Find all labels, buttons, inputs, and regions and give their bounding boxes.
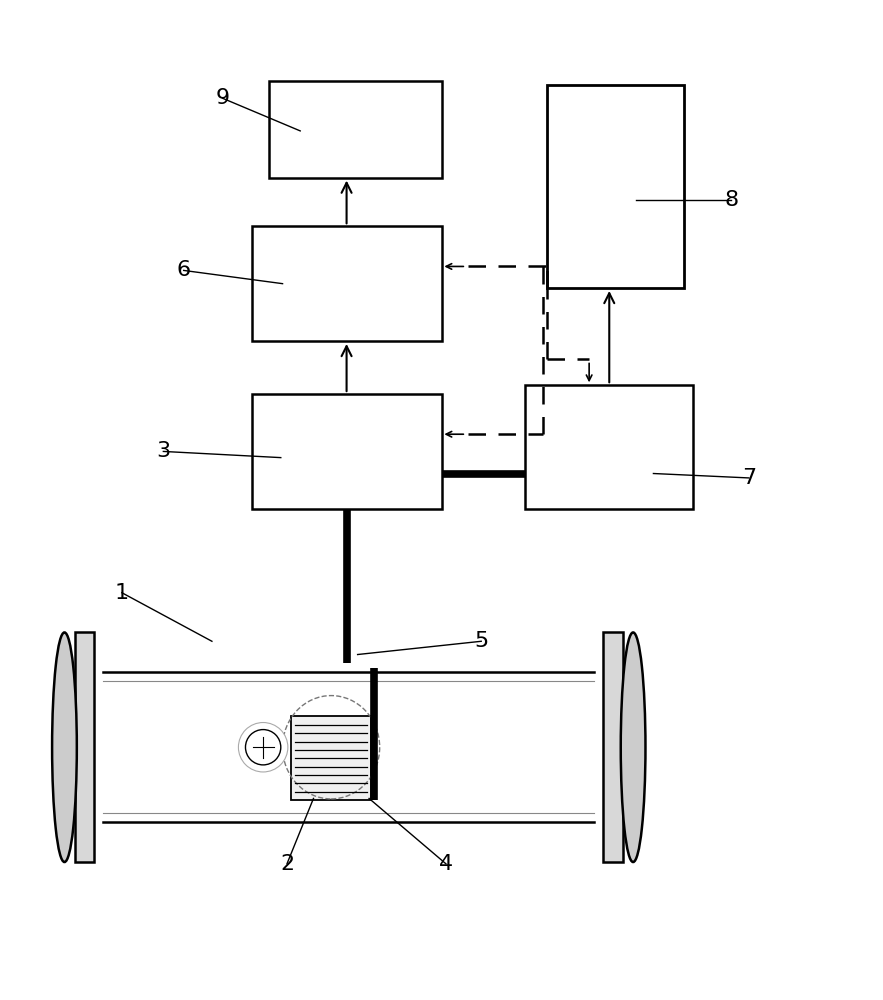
Text: 4: 4 xyxy=(439,854,453,874)
Ellipse shape xyxy=(52,632,77,862)
Text: 2: 2 xyxy=(280,854,294,874)
Bar xyxy=(252,226,442,341)
Text: 9: 9 xyxy=(215,88,230,108)
Circle shape xyxy=(238,723,288,772)
Text: 5: 5 xyxy=(474,631,488,651)
Text: 6: 6 xyxy=(177,260,191,280)
Text: 3: 3 xyxy=(156,441,170,461)
Bar xyxy=(603,632,623,862)
Bar xyxy=(547,85,684,288)
Bar xyxy=(291,716,371,800)
Bar xyxy=(75,632,94,862)
Bar xyxy=(525,385,693,509)
Ellipse shape xyxy=(621,632,645,862)
Text: 1: 1 xyxy=(115,583,129,603)
Text: 7: 7 xyxy=(742,468,756,488)
Bar xyxy=(252,394,442,509)
Text: 8: 8 xyxy=(724,190,738,210)
Bar xyxy=(269,81,442,178)
